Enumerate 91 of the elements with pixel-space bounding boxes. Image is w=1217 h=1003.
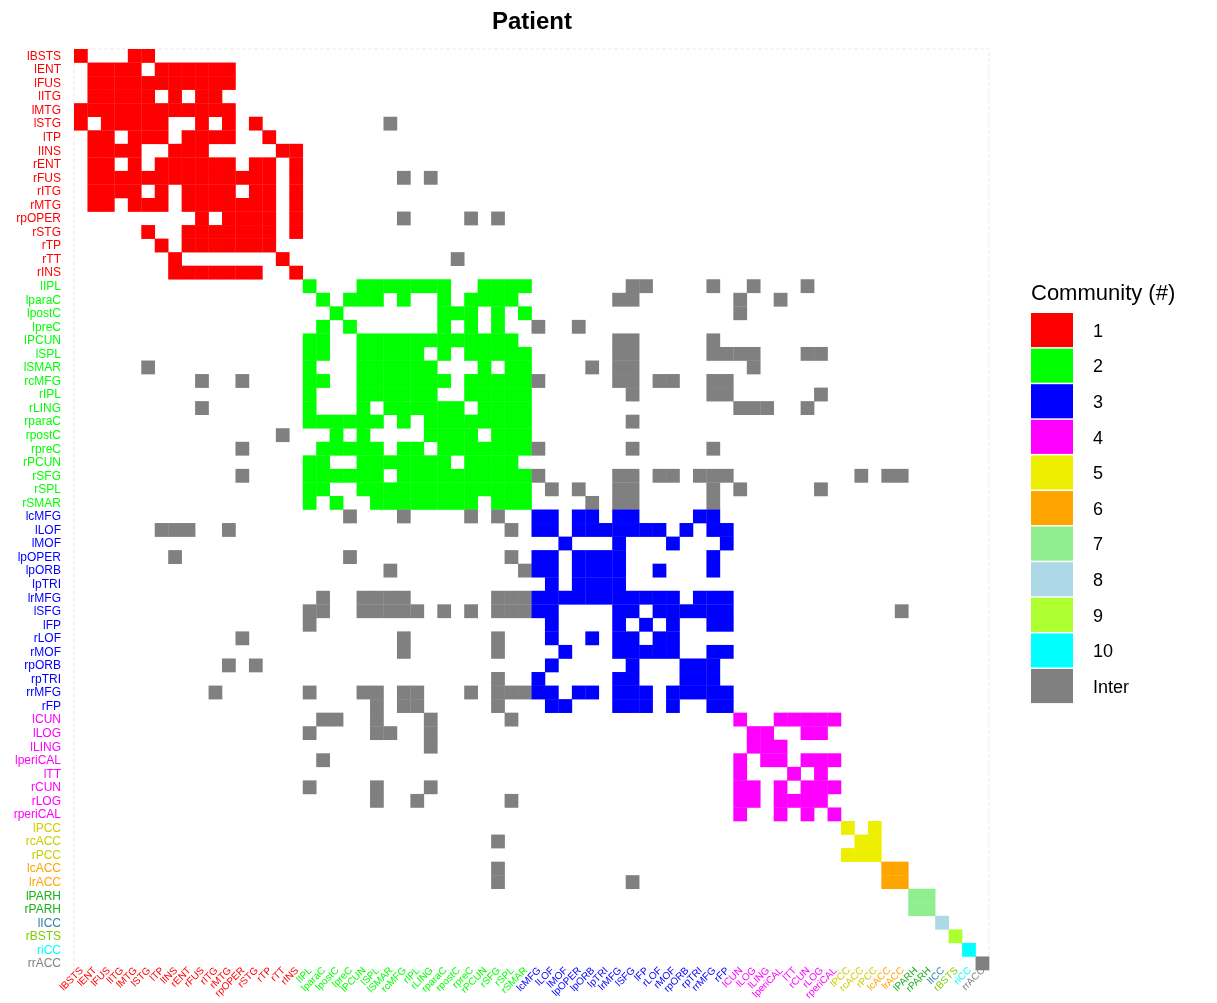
y-tick-label: lCUN — [32, 712, 61, 727]
legend-key: 5 — [1031, 455, 1103, 490]
y-tick-label: rIPL — [38, 387, 62, 402]
color-bar-label: 10 — [1093, 641, 1114, 662]
legend-key: Inter — [1031, 669, 1130, 704]
color-bar-label: 2 — [1093, 356, 1104, 377]
color-bar-label: 6 — [1093, 498, 1104, 519]
y-tick-label: rparaC — [24, 414, 62, 429]
y-tick-label: rENT — [33, 157, 62, 172]
y-tick-label: lMOF — [31, 536, 61, 551]
y-tick-label: rpTRI — [31, 671, 61, 686]
y-tick-label: rpOPER — [16, 211, 62, 226]
y-tick-label: rFP — [41, 698, 61, 713]
y-tick-label: rTP — [41, 238, 61, 253]
y-tick-label: rSPL — [34, 482, 62, 497]
y-tick-label: lENT — [34, 62, 62, 77]
y-tick-label: rcACC — [25, 834, 62, 849]
y-tick-label: rFUS — [33, 170, 61, 185]
y-tick-label: lSFG — [33, 604, 61, 619]
y-tick-label: lperiCAL — [14, 753, 62, 768]
color-bar-label: 1 — [1093, 320, 1104, 341]
y-tick-label: lrMFG — [27, 590, 61, 605]
y-tick-label: rrMFG — [26, 685, 61, 700]
y-tick-label: rPCUN — [23, 455, 61, 470]
y-tick-label: rSTG — [32, 224, 61, 239]
y-tick-label: rINS — [37, 265, 61, 280]
y-tick-label: lFP — [43, 617, 61, 632]
y-tick-label: rITG — [37, 184, 61, 199]
y-tick-label: lLOF — [34, 522, 61, 537]
color-bar-label: 8 — [1093, 570, 1104, 590]
y-tick-label: lpostC — [26, 306, 62, 321]
color-bar-label: 9 — [1093, 605, 1104, 626]
y-tick-label: rpreC — [30, 441, 62, 456]
y-tick-label: rTT — [42, 251, 62, 266]
y-tick-label: lIPL — [40, 279, 62, 294]
legend-key: 1 — [1031, 313, 1103, 348]
y-tick-label: rcMFG — [24, 373, 61, 388]
color-bar-label: 7 — [1093, 534, 1104, 555]
legend-key: 9 — [1031, 597, 1103, 632]
y-tick-label: rSMAR — [22, 495, 62, 510]
y-tick-label: lpreC — [32, 319, 62, 334]
y-tick-label: lrACC — [29, 874, 62, 889]
y-tick-label: lMTG — [31, 102, 61, 117]
y-tick-label: rSFG — [32, 468, 61, 483]
y-tick-label: rpORB — [24, 658, 61, 673]
y-tick-label: rPCC — [31, 847, 62, 862]
y-tick-label: rBSTS — [25, 929, 61, 944]
y-tick-label: rCUN — [31, 780, 61, 795]
legend-key: 8 — [1031, 562, 1103, 597]
y-tick-label: rpostC — [25, 428, 62, 443]
y-tick-label: lpTRI — [32, 576, 61, 591]
color-bar-label: 4 — [1093, 427, 1104, 448]
color-bar-label: 5 — [1093, 463, 1104, 484]
y-tick-label: lTT — [43, 766, 62, 781]
legend-key: 6 — [1031, 491, 1103, 526]
y-tick-label: lPARH — [25, 888, 61, 903]
y-tick-label: rPARH — [24, 902, 61, 917]
y-tick-label: lpORB — [25, 563, 61, 578]
y-tick-label: lcMFG — [25, 509, 61, 524]
y-tick-label: lPCUN — [24, 333, 61, 348]
legend-key: 4 — [1031, 419, 1103, 454]
y-tick-label: lSPL — [35, 346, 62, 361]
y-tick-label: riCC — [37, 942, 62, 957]
y-tick-label: rMOF — [30, 644, 61, 659]
y-tick-label: lLOG — [32, 725, 61, 740]
color-bar-label: 3 — [1093, 392, 1104, 412]
y-tick-label: lICC — [37, 915, 62, 930]
y-tick-label: lLING — [30, 739, 61, 754]
legend-key: 10 — [1031, 633, 1114, 668]
y-tick-label: rMTG — [30, 197, 61, 212]
y-tick-label: lITG — [38, 89, 61, 104]
color-bar-label: Inter — [1093, 676, 1130, 697]
y-tick-label: lBSTS — [26, 48, 61, 63]
y-tick-label: rperiCAL — [13, 807, 62, 822]
y-tick-label: lSTG — [33, 116, 61, 131]
y-tick-label: lSMAR — [23, 360, 62, 375]
y-tick-label: lFUS — [34, 75, 61, 90]
y-tick-label: lPCC — [32, 820, 62, 835]
legend-key: 2 — [1031, 348, 1103, 383]
legend-key: 7 — [1031, 526, 1103, 561]
color-bar-title: Community (#) — [1031, 279, 1176, 305]
y-tick-label: rLING — [28, 400, 61, 415]
y-tick-label: rLOG — [31, 793, 61, 808]
y-tick-label: lINS — [38, 143, 61, 158]
y-tick-label: lTP — [43, 130, 61, 145]
y-tick-label: rLOF — [33, 631, 61, 646]
chart-title: Patient — [491, 7, 573, 34]
y-tick-label: lpOPER — [17, 549, 62, 564]
y-tick-label: lcACC — [26, 861, 62, 876]
legend-key: 3 — [1031, 384, 1103, 419]
y-tick-label: lparaC — [25, 292, 62, 307]
